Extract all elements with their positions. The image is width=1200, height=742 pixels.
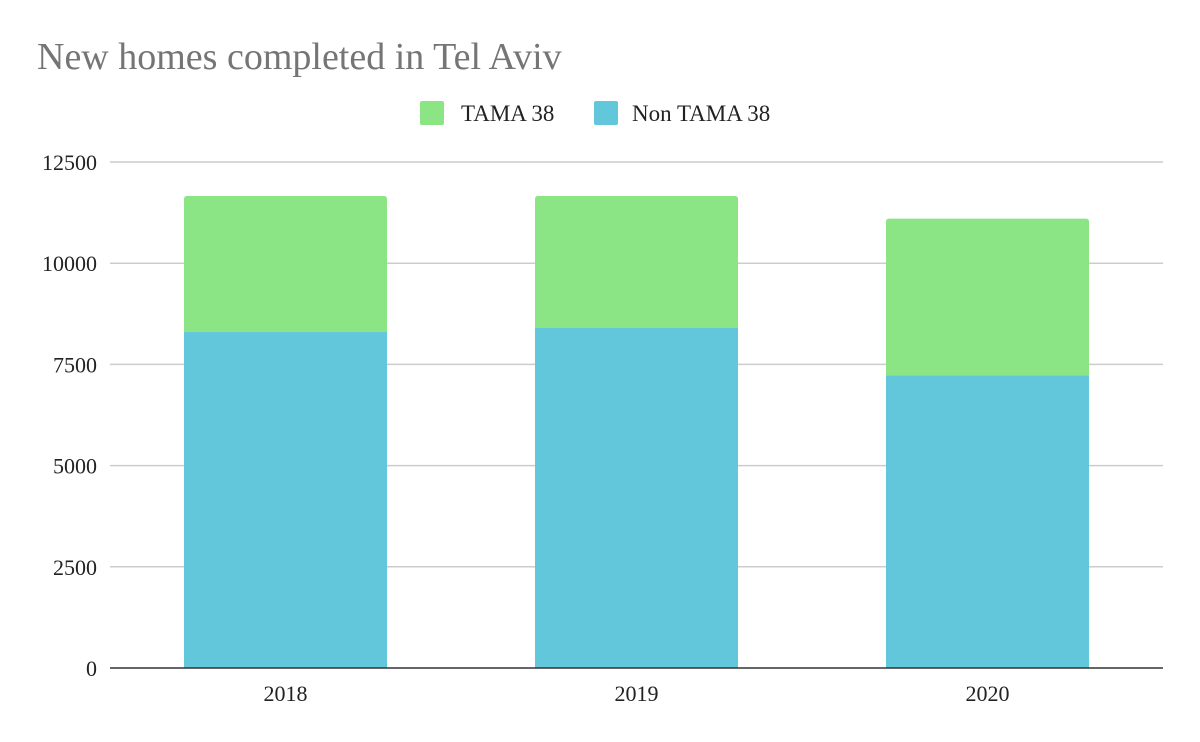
legend-swatch-non-tama-38: [594, 101, 618, 125]
bar-tama-38-2018: [184, 196, 387, 333]
y-tick-label-0: 0: [86, 656, 97, 681]
bar-non-tama-38-2018: [184, 332, 387, 668]
bar-tama-38-2019: [535, 196, 738, 328]
bars: [184, 196, 1089, 668]
bar-non-tama-38-2019: [535, 327, 738, 668]
x-tick-label-2018: 2018: [264, 681, 308, 706]
chart-title: New homes completed in Tel Aviv: [37, 36, 562, 78]
legend-label-tama-38: TAMA 38: [461, 101, 554, 126]
x-tick-label-2019: 2019: [615, 681, 659, 706]
y-axis-ticks: 0 2500 5000 7500 10000 12500: [42, 150, 97, 681]
legend-label-non-tama-38: Non TAMA 38: [632, 101, 770, 126]
y-tick-label-10000: 10000: [42, 251, 97, 276]
x-tick-label-2020: 2020: [966, 681, 1010, 706]
bar-tama-38-2020: [886, 218, 1089, 376]
legend: TAMA 38 Non TAMA 38: [420, 101, 770, 126]
bar-non-tama-38-2020: [886, 375, 1089, 668]
y-tick-label-2500: 2500: [53, 555, 97, 580]
legend-swatch-tama-38: [420, 101, 444, 125]
y-tick-label-12500: 12500: [42, 150, 97, 175]
x-axis-ticks: 2018 2019 2020: [264, 681, 1010, 706]
y-tick-label-5000: 5000: [53, 454, 97, 479]
y-tick-label-7500: 7500: [53, 352, 97, 377]
